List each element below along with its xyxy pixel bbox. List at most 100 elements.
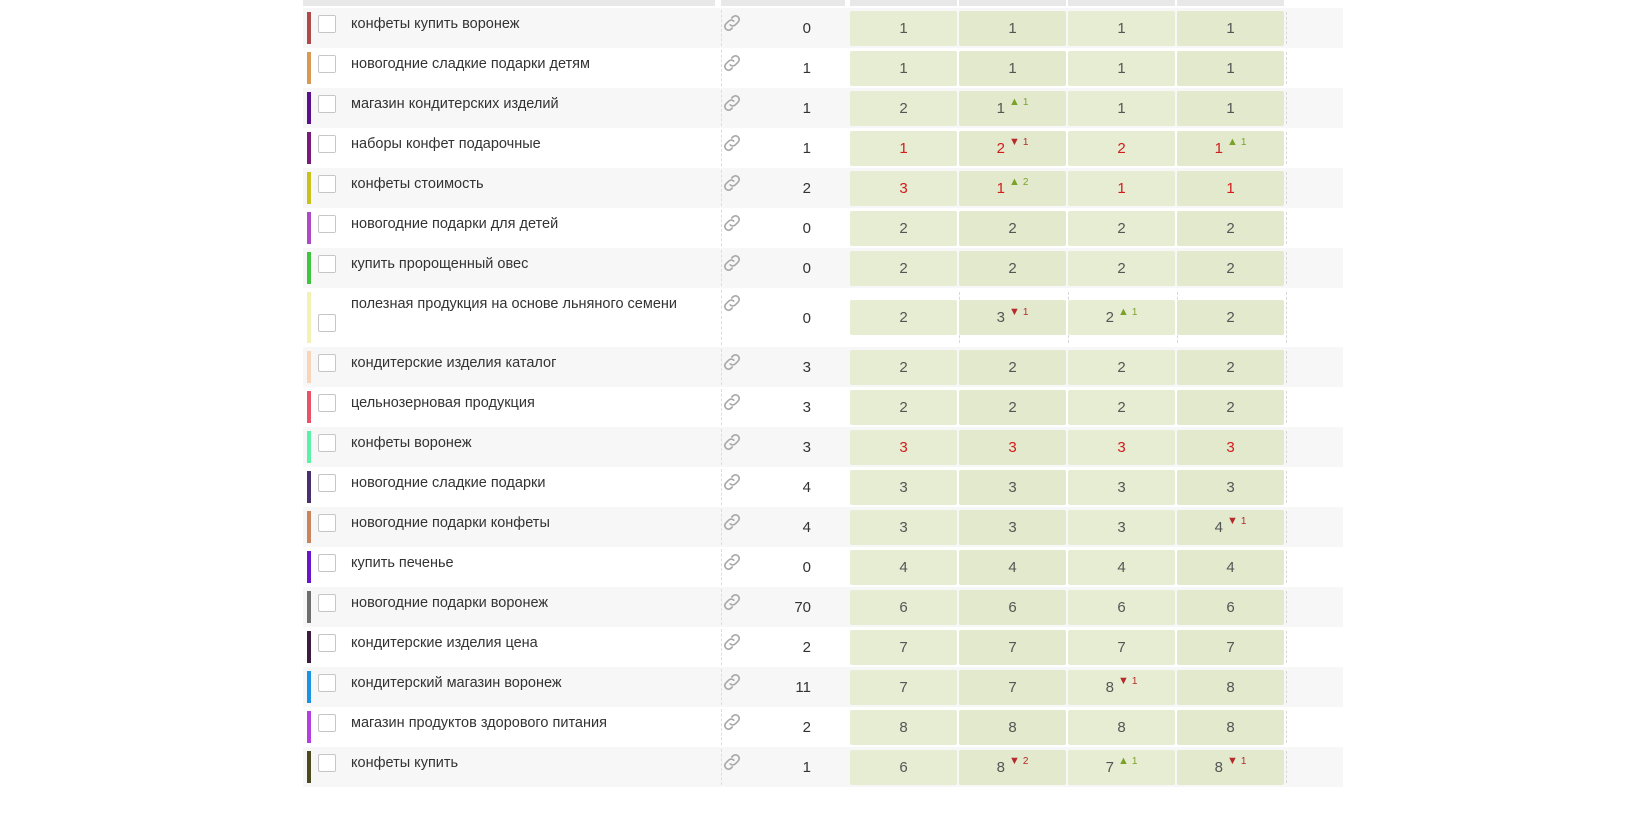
row-checkbox[interactable] [318, 354, 336, 372]
row-color-marker [307, 292, 311, 343]
position-cell: 4 ▼ 1 [1177, 509, 1284, 545]
table-row[interactable]: кондитерские изделия каталог 3 2 2 2 2 [303, 347, 1343, 387]
cell-divider [1286, 431, 1287, 463]
table-row[interactable]: купить печенье 0 4 4 4 4 [303, 547, 1343, 587]
position-change: ▼ 1 [1009, 306, 1028, 318]
position-cell: 8 [1177, 709, 1284, 745]
column-divider [721, 290, 722, 345]
link-icon[interactable] [721, 751, 743, 773]
table-row[interactable]: кондитерские изделия цена 2 7 7 7 7 [303, 627, 1343, 667]
table-row[interactable]: полезная продукция на основе льняного се… [303, 288, 1343, 347]
table-row[interactable]: купить пророщенный овес 0 2 2 2 2 [303, 248, 1343, 288]
row-checkbox[interactable] [318, 554, 336, 572]
table-row[interactable]: новогодние сладкие подарки детям 1 1 1 1 1 [303, 48, 1343, 88]
link-icon[interactable] [721, 511, 743, 533]
link-icon[interactable] [721, 212, 743, 234]
link-icon[interactable] [721, 132, 743, 154]
row-checkbox[interactable] [318, 15, 336, 33]
link-icon[interactable] [721, 12, 743, 34]
position-value: 7 [1226, 638, 1235, 656]
link-icon[interactable] [721, 351, 743, 373]
position-cell: 4 [1177, 549, 1284, 585]
link-icon[interactable] [721, 671, 743, 693]
position-cell: 1 [850, 130, 957, 166]
position-cell: 7 [959, 629, 1066, 665]
row-color-marker [307, 252, 311, 284]
position-cell: 1 ▲ 1 [959, 90, 1066, 126]
position-value: 2 [1117, 358, 1126, 376]
link-icon[interactable] [721, 591, 743, 613]
position-cell: 2 [850, 210, 957, 246]
row-color-marker [307, 671, 311, 703]
triangle-up-icon: ▲ [1117, 305, 1129, 318]
table-row[interactable]: новогодние подарки воронеж 70 6 6 6 6 [303, 587, 1343, 627]
position-value: 1 [1117, 59, 1126, 77]
position-value: 2 [996, 139, 1005, 157]
row-checkbox[interactable] [318, 514, 336, 532]
row-checkbox[interactable] [318, 634, 336, 652]
position-cell: 3 [850, 429, 957, 465]
link-icon[interactable] [721, 631, 743, 653]
table-row[interactable]: магазин продуктов здорового питания 2 8 8 8 8 [303, 707, 1343, 747]
frequency-value: 1 [802, 60, 811, 77]
position-cell: 2 [1068, 210, 1175, 246]
link-icon[interactable] [721, 252, 743, 274]
row-checkbox[interactable] [318, 714, 336, 732]
table-row[interactable]: кондитерский магазин воронеж 11 7 7 8 ▼ 1 8 [303, 667, 1343, 707]
row-checkbox[interactable] [318, 314, 336, 332]
position-cell: 7 [850, 629, 957, 665]
position-cell: 1 [850, 10, 957, 46]
position-value: 6 [1117, 598, 1126, 616]
row-checkbox[interactable] [318, 394, 336, 412]
link-icon[interactable] [721, 711, 743, 733]
link-icon[interactable] [721, 172, 743, 194]
position-value: 1 [899, 19, 908, 37]
keyword-text: кондитерский магазин воронеж [351, 675, 562, 691]
table-row[interactable]: новогодние сладкие подарки 4 3 3 3 3 [303, 467, 1343, 507]
link-icon[interactable] [721, 551, 743, 573]
table-row[interactable]: магазин кондитерских изделий 1 2 1 ▲ 1 1 1 [303, 88, 1343, 128]
keyword-text: конфеты стоимость [351, 176, 484, 192]
row-checkbox[interactable] [318, 674, 336, 692]
link-icon[interactable] [721, 391, 743, 413]
position-change-value: 1 [1240, 137, 1247, 148]
table-row[interactable]: конфеты купить 1 6 8 ▼ 2 7 ▲ 1 8 ▼ 1 [303, 747, 1343, 787]
row-checkbox[interactable] [318, 434, 336, 452]
table-row[interactable]: новогодние подарки для детей 0 2 2 2 2 [303, 208, 1343, 248]
link-icon[interactable] [721, 471, 743, 493]
table-row[interactable]: новогодние подарки конфеты 4 3 3 3 4 ▼ 1 [303, 507, 1343, 547]
cell-divider [1286, 711, 1287, 743]
row-checkbox[interactable] [318, 255, 336, 273]
table-row[interactable]: наборы конфет подарочные 1 1 2 ▼ 1 2 1 ▲ 1 [303, 128, 1343, 168]
position-value: 2 [1226, 358, 1235, 376]
triangle-up-icon: ▲ [1117, 755, 1129, 767]
row-checkbox[interactable] [318, 594, 336, 612]
table-row[interactable]: конфеты купить воронеж 0 1 1 1 1 [303, 8, 1343, 48]
position-value: 4 [1214, 518, 1223, 536]
row-checkbox[interactable] [318, 135, 336, 153]
position-value: 1 [1117, 179, 1126, 197]
position-cell: 3 [1068, 429, 1175, 465]
column-divider [721, 90, 722, 126]
row-checkbox[interactable] [318, 55, 336, 73]
cell-divider [1286, 212, 1287, 244]
row-checkbox[interactable] [318, 175, 336, 193]
link-icon[interactable] [721, 52, 743, 74]
link-icon[interactable] [721, 431, 743, 453]
cell-divider [1286, 751, 1287, 783]
keyword-text: купить печенье [351, 555, 454, 571]
position-value: 3 [899, 179, 908, 197]
table-row[interactable]: цельнозерновая продукция 3 2 2 2 2 [303, 387, 1343, 427]
position-cell: 2 [1068, 349, 1175, 385]
row-checkbox[interactable] [318, 215, 336, 233]
table-row[interactable]: конфеты стоимость 2 3 1 ▲ 2 1 1 [303, 168, 1343, 208]
link-icon[interactable] [721, 292, 743, 314]
link-icon[interactable] [721, 92, 743, 114]
row-checkbox[interactable] [318, 474, 336, 492]
position-cell: 8 [1068, 709, 1175, 745]
row-checkbox[interactable] [318, 754, 336, 772]
table-row[interactable]: конфеты воронеж 3 3 3 3 3 [303, 427, 1343, 467]
position-value: 2 [899, 358, 908, 376]
position-value: 8 [1105, 678, 1114, 696]
row-checkbox[interactable] [318, 95, 336, 113]
